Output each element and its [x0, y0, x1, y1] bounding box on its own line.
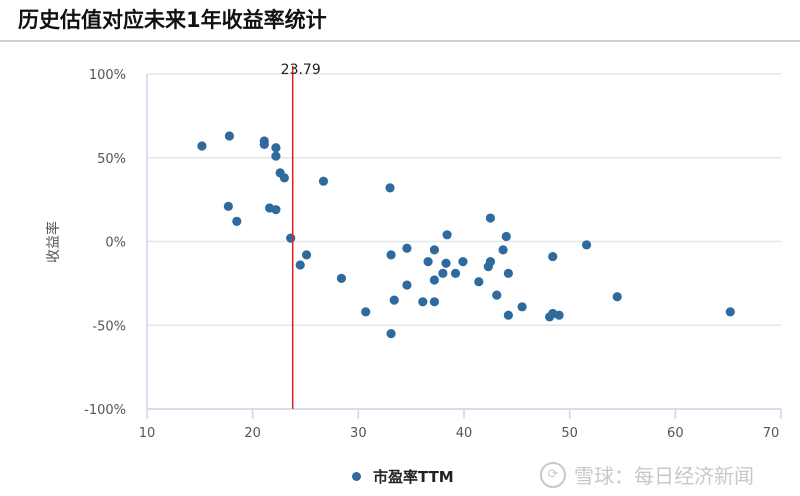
x-tick-label: 60	[667, 426, 684, 441]
data-point	[492, 290, 502, 300]
data-point	[389, 295, 399, 305]
watermark-text: 雪球：每日经济新闻	[574, 464, 754, 488]
data-point	[442, 230, 452, 240]
data-point	[612, 292, 622, 302]
data-point	[301, 250, 312, 260]
x-tick-label: 70	[763, 426, 780, 441]
y-axis-label: 收益率	[45, 221, 62, 263]
data-point	[271, 151, 281, 161]
data-point	[485, 213, 496, 223]
data-point	[517, 302, 527, 312]
data-point	[385, 183, 395, 193]
data-point	[441, 258, 451, 268]
data-point	[429, 275, 440, 285]
reference-line-label: 23.79	[281, 62, 321, 78]
chart-title: 历史估值对应未来1年收益率统计	[18, 8, 327, 32]
data-point	[386, 329, 396, 339]
data-point	[503, 310, 513, 320]
title-divider	[0, 40, 800, 42]
data-point	[232, 216, 242, 226]
data-point	[271, 143, 281, 153]
data-point	[725, 307, 735, 317]
data-point	[259, 139, 269, 149]
data-point	[458, 257, 468, 267]
data-point	[279, 173, 289, 183]
data-point	[581, 240, 592, 250]
data-point	[402, 280, 412, 290]
x-tick-label: 20	[244, 426, 261, 441]
data-point	[386, 250, 396, 260]
y-tick-label: -50%	[92, 319, 126, 334]
legend-label: 市盈率TTM	[373, 468, 454, 486]
data-point	[418, 297, 428, 307]
data-point	[197, 141, 207, 151]
data-point	[402, 243, 412, 253]
data-point	[318, 176, 329, 186]
y-tick-label: 50%	[97, 152, 126, 167]
data-point	[503, 268, 513, 278]
data-point	[554, 310, 564, 320]
data-point	[483, 262, 493, 272]
data-point	[450, 268, 461, 278]
data-point	[286, 233, 296, 243]
x-tick-label: 30	[350, 426, 367, 441]
x-tick-label: 10	[139, 426, 156, 441]
legend-marker-icon	[352, 472, 361, 481]
data-point	[223, 201, 233, 211]
data-point	[548, 251, 558, 262]
x-tick-label: 40	[456, 426, 473, 441]
data-point	[271, 205, 281, 215]
data-point	[501, 231, 511, 242]
data-point	[429, 245, 440, 255]
data-point	[361, 307, 371, 317]
y-tick-label: -100%	[84, 403, 126, 418]
data-point	[438, 268, 448, 278]
xueqiu-logo-icon: ⟳	[540, 461, 566, 488]
data-point	[295, 260, 305, 270]
data-point	[423, 257, 433, 267]
y-tick-label: 100%	[89, 68, 126, 83]
data-point	[224, 131, 235, 141]
data-point	[336, 273, 347, 283]
x-tick-label: 50	[561, 426, 578, 441]
data-point	[498, 245, 508, 255]
y-tick-label: 0%	[105, 236, 126, 251]
watermark: ⟳ 雪球：每日经济新闻	[540, 460, 754, 489]
legend[interactable]: 市盈率TTM	[352, 466, 454, 487]
data-point	[429, 297, 440, 307]
data-point	[474, 277, 484, 287]
